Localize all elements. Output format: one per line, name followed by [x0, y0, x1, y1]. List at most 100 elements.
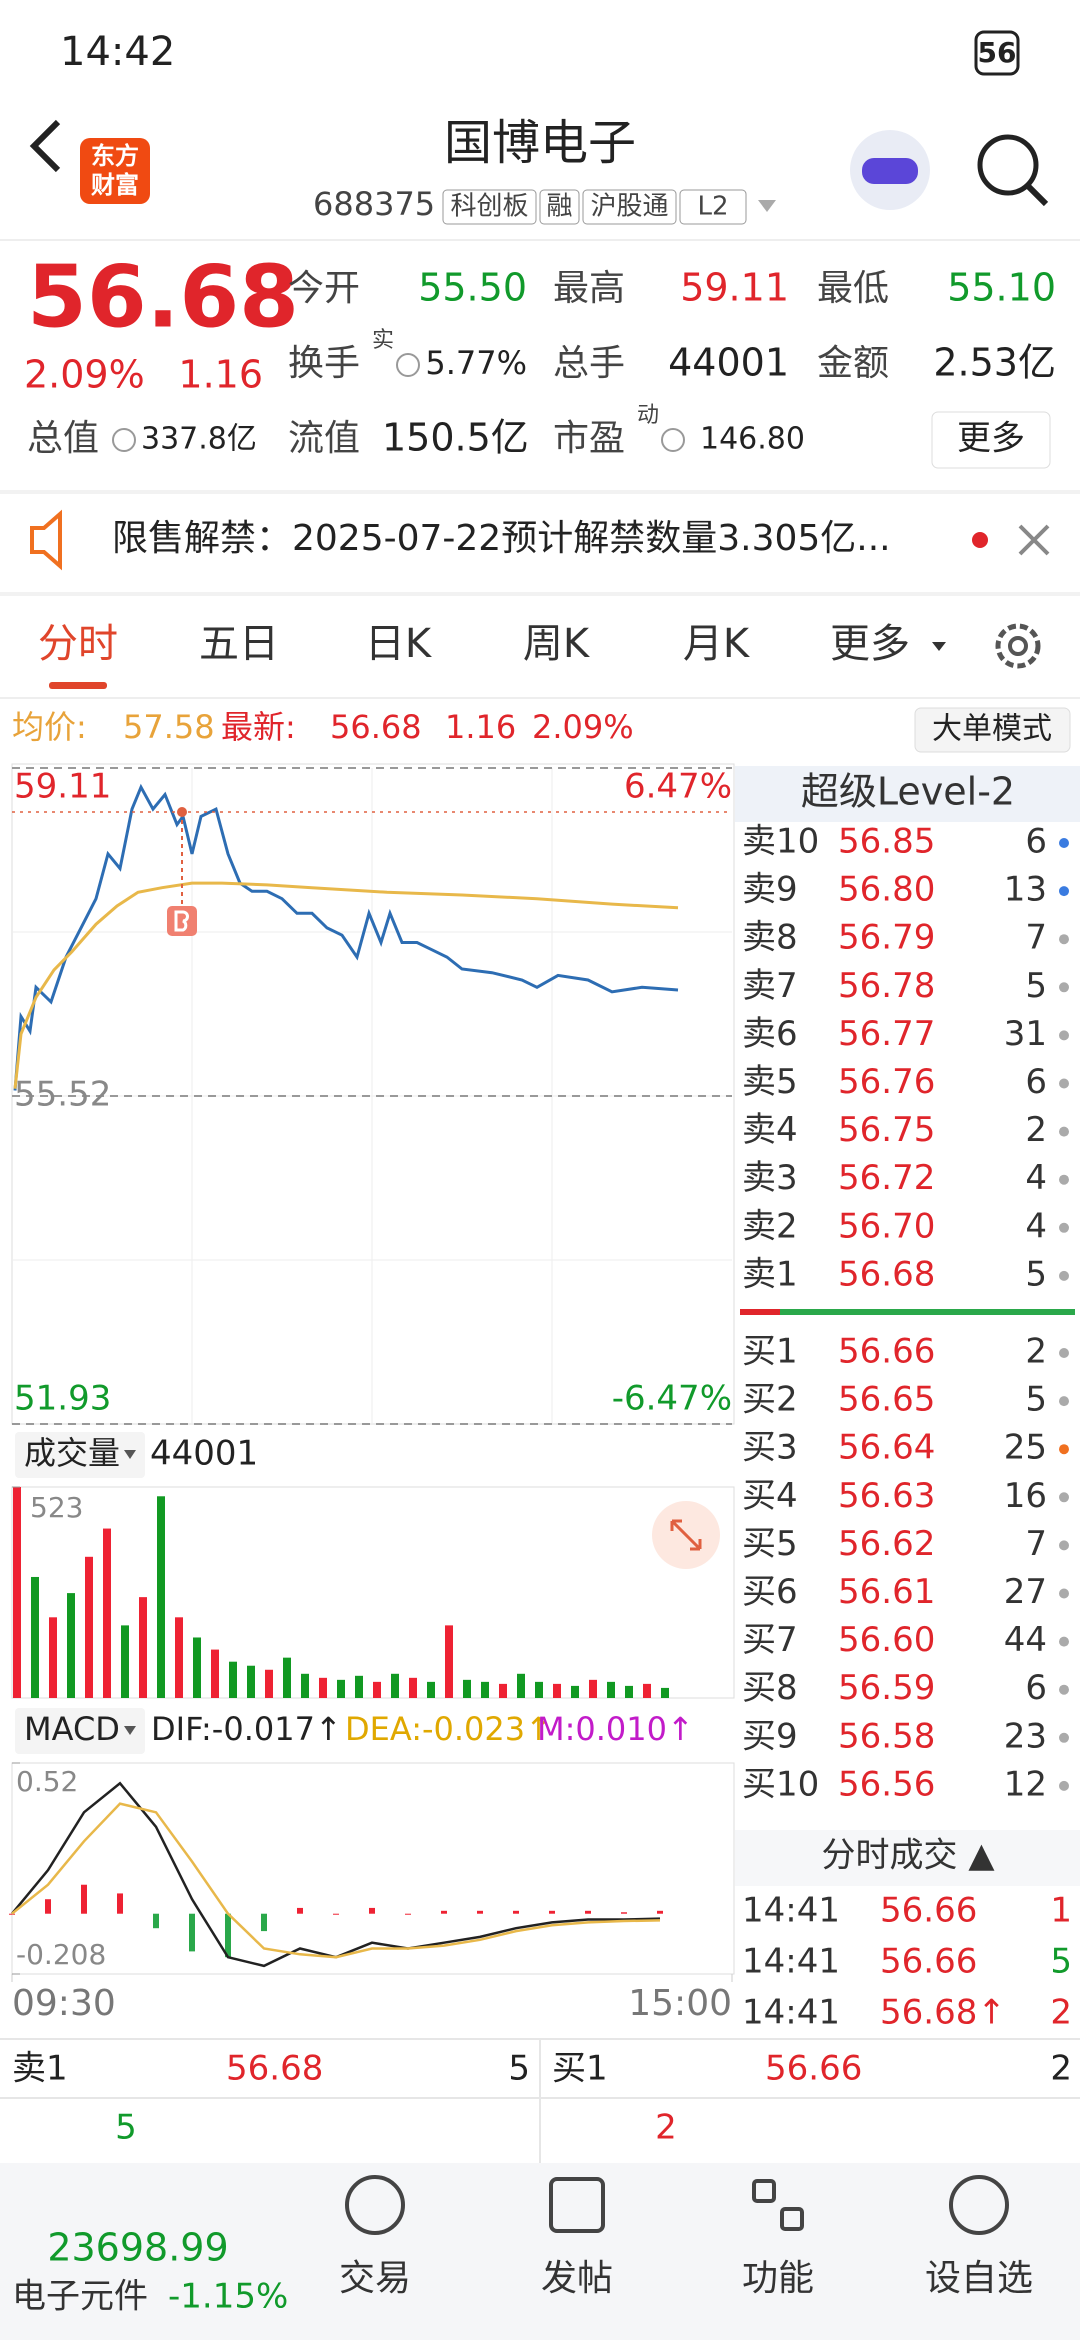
nav-watch-icon[interactable]: [949, 2175, 1009, 2235]
macd-bar: [333, 1913, 339, 1915]
price-line: [13, 881, 679, 1089]
field-label: 总手: [553, 343, 625, 384]
book-volume: 25: [1004, 1428, 1047, 1468]
book-label: 买9: [742, 1716, 798, 1756]
book-price: 56.76: [838, 1062, 935, 1102]
book-volume: 6: [1025, 1668, 1047, 1708]
book-volume: 13: [1004, 870, 1047, 910]
tab[interactable]: 日K: [365, 621, 433, 667]
volume-bar: [499, 1683, 507, 1698]
volume-bar: [553, 1683, 561, 1698]
book-price: 56.65: [838, 1380, 935, 1420]
nav-trade-icon[interactable]: [345, 2175, 405, 2235]
macd-bar: [477, 1910, 483, 1914]
x-tick-label: 15:00: [628, 1983, 732, 2024]
y-tick-label: 59.11: [14, 767, 111, 807]
search-button[interactable]: [977, 134, 1039, 196]
field-label: 最低: [817, 268, 889, 309]
volume-bar: [175, 1617, 183, 1698]
trade-time: 14:41: [742, 1942, 840, 1982]
ask-volume: 5: [508, 2049, 530, 2089]
tab[interactable]: 更多: [830, 621, 910, 667]
nav-func-icon: [780, 2207, 804, 2231]
last-percent: 2.09%: [532, 708, 634, 746]
book-price: 56.70: [838, 1206, 935, 1246]
volume-bar: [283, 1657, 291, 1698]
large-order-button[interactable]: [914, 707, 1071, 753]
settings-button[interactable]: [995, 623, 1041, 669]
y-tick-label: 55.52: [14, 1075, 111, 1115]
y-tick-label: 523: [30, 1491, 83, 1524]
notice-dot: [972, 532, 988, 548]
volume-bar: [193, 1637, 201, 1698]
nav-item[interactable]: 交易: [339, 2258, 411, 2299]
search-handle: [1025, 183, 1049, 207]
book-dot: [1059, 934, 1069, 945]
book-volume: 6: [1025, 822, 1047, 862]
tab[interactable]: 周K: [523, 621, 591, 667]
volume-bar: [355, 1675, 363, 1698]
macd-bar: [81, 1884, 87, 1914]
book-price: 56.72: [838, 1158, 935, 1198]
large-order-mode[interactable]: 大单模式: [932, 712, 1052, 747]
nav-item[interactable]: 功能: [742, 2258, 814, 2299]
book-dot: [1059, 1588, 1069, 1599]
info-icon: [396, 353, 420, 377]
tag-box: [442, 189, 537, 225]
field-value: 5.77%: [425, 344, 527, 382]
back-button[interactable]: [29, 119, 61, 173]
macd-selector[interactable]: [15, 1708, 145, 1754]
volume-selector[interactable]: [15, 1432, 145, 1478]
nav-item[interactable]: 发帖: [541, 2258, 613, 2299]
volume-bar: [229, 1661, 237, 1698]
nav-func-icon[interactable]: [752, 2179, 776, 2203]
tab[interactable]: 分时: [38, 621, 118, 667]
book-price: 56.68: [838, 1254, 935, 1294]
macd-bar: [585, 1910, 591, 1914]
tag-box: [539, 189, 580, 225]
nav-bar: [0, 2163, 1080, 2340]
book-ratio-red: [740, 1309, 780, 1315]
dropdown-arrow: [758, 200, 776, 212]
volume-bar: [301, 1673, 309, 1698]
book-price: 56.80: [838, 870, 935, 910]
book-volume: 4: [1025, 1158, 1047, 1198]
volume-bar: [31, 1576, 39, 1698]
macd-indicator: M:0.010↑: [537, 1710, 694, 1748]
book-label: 卖10: [742, 822, 819, 862]
field-label: 市盈: [553, 418, 625, 459]
field-superscript: 实: [372, 328, 394, 353]
last-change: 1.16: [445, 708, 516, 746]
macd-indicator: DIF:-0.017↑: [151, 1710, 342, 1748]
volume-bar: [85, 1556, 93, 1698]
book-volume: 5: [1025, 1254, 1047, 1294]
field-value: 55.10: [947, 266, 1056, 310]
book-label: 买8: [742, 1668, 798, 1708]
nav-item[interactable]: 设自选: [925, 2258, 1033, 2299]
volume-bar: [391, 1673, 399, 1698]
more-button[interactable]: 更多: [957, 419, 1025, 459]
more-button[interactable]: [931, 411, 1051, 469]
tab[interactable]: 月K: [683, 621, 751, 667]
bid-label: 买1: [552, 2049, 608, 2089]
field-value: 2.53亿: [933, 341, 1056, 385]
level2-title: 超级Level-2: [801, 770, 1015, 814]
book-volume: 5: [1025, 1380, 1047, 1420]
notice-text: 限售解禁：2025-07-22预计解禁数量3.305亿...: [112, 518, 891, 559]
book-dot: [1059, 1444, 1069, 1455]
book-label: 卖5: [742, 1062, 798, 1102]
avg-value: 57.58: [123, 708, 215, 746]
nav-post-icon[interactable]: [549, 2177, 605, 2233]
ask-label: 卖1: [12, 2049, 68, 2089]
macd-bar: [549, 1910, 555, 1914]
battery-level: 56: [978, 36, 1017, 69]
tab[interactable]: 五日: [199, 621, 279, 667]
macd-indicator: DEA:-0.023↑: [345, 1710, 552, 1748]
macd-bar: [225, 1913, 231, 1958]
volume-bar: [625, 1685, 633, 1698]
close-button[interactable]: [1018, 524, 1050, 556]
price-chart-frame: [11, 763, 735, 1425]
book-label: 卖3: [742, 1158, 798, 1198]
book-dot: [1059, 1348, 1069, 1358]
